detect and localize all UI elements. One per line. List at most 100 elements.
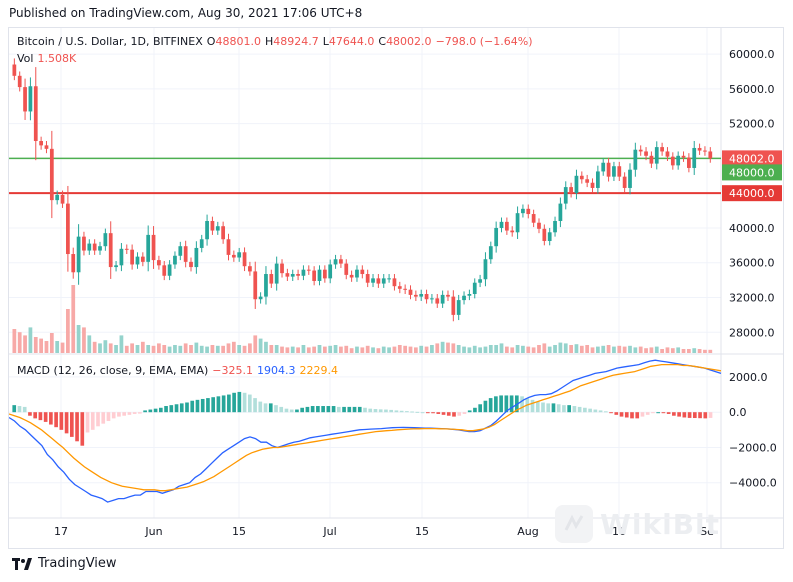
price-tick-label: 52000.0 xyxy=(729,118,775,131)
candle-body xyxy=(440,294,445,304)
volume-bar xyxy=(231,341,236,353)
macd-histogram-bar xyxy=(446,412,451,416)
open-value: 48801.0 xyxy=(215,35,261,48)
macd-tick-label: 0.0 xyxy=(729,406,747,419)
candle-body xyxy=(424,294,429,300)
price-tick-label: 56000.0 xyxy=(729,83,775,96)
candle-body xyxy=(55,194,60,201)
volume-bar xyxy=(649,347,654,353)
macd-histogram-bar xyxy=(583,407,587,413)
volume-bar xyxy=(638,346,643,353)
volume-bar xyxy=(44,341,49,353)
macd-histogram-bar xyxy=(101,412,106,424)
candle-body xyxy=(135,256,140,265)
macd-histogram-bar xyxy=(122,412,127,416)
macd-histogram-bar xyxy=(153,408,158,413)
volume-bar xyxy=(526,346,531,353)
candle-body xyxy=(355,269,359,278)
volume-value: 1.508K xyxy=(37,52,77,65)
candle-body xyxy=(33,86,38,142)
candle-body xyxy=(531,214,536,223)
price-tick-label: 40000.0 xyxy=(729,222,775,235)
candle-body xyxy=(215,226,220,231)
macd-histogram-bar xyxy=(263,403,268,413)
volume-bar xyxy=(210,345,215,353)
volume-bar xyxy=(440,341,445,353)
candle-body xyxy=(681,155,686,158)
macd-title: MACD (12, 26, close, 9, EMA, EMA) xyxy=(17,364,209,377)
macd-histogram-bar xyxy=(399,410,404,413)
macd-histogram-value: −325.1 xyxy=(212,364,253,377)
candle-body xyxy=(483,259,488,280)
macd-histogram-bar xyxy=(347,406,352,413)
volume-bar xyxy=(499,343,504,353)
price-axis: 60000.0 56000.0 52000.0 48000.0 44000.0 40000… xyxy=(722,48,782,490)
time-tick-label: Jun xyxy=(144,525,162,538)
volume-bar xyxy=(574,344,579,353)
volume-bars xyxy=(12,285,713,353)
volume-bar xyxy=(697,349,702,353)
volume-bar xyxy=(301,345,306,353)
macd-histogram-bar xyxy=(284,408,289,413)
chart-frame[interactable]: 60000.0 56000.0 52000.0 48000.0 44000.0 40000… xyxy=(8,27,784,549)
macd-histogram-bar xyxy=(258,401,263,413)
macd-histogram-bar xyxy=(143,410,147,413)
candle-body xyxy=(371,278,375,283)
candle-body xyxy=(130,249,135,265)
macd-histogram-bar xyxy=(666,412,671,414)
volume-bar xyxy=(317,345,322,353)
candle-body xyxy=(510,230,515,233)
volume-bar xyxy=(606,345,611,353)
chart-canvas[interactable]: 60000.0 56000.0 52000.0 48000.0 44000.0 40000… xyxy=(9,28,783,548)
price-axis-label-bg xyxy=(722,164,782,181)
candle-body xyxy=(644,151,648,156)
macd-histogram-bar xyxy=(179,403,184,413)
candle-body xyxy=(344,263,349,275)
candle-body xyxy=(167,264,172,276)
candle-body xyxy=(381,278,386,284)
price-axis-label-bg xyxy=(722,150,782,167)
candle-body xyxy=(124,248,129,250)
macd-histogram-bar xyxy=(268,403,273,413)
macd-tick-label: −4000.0 xyxy=(729,477,777,490)
candle-body xyxy=(590,182,595,188)
volume-bar xyxy=(39,338,43,353)
macd-tick-label: 2000.0 xyxy=(729,371,768,384)
candle-body xyxy=(553,220,557,233)
volume-bar xyxy=(248,343,252,353)
macd-histogram-bar xyxy=(49,412,53,425)
macd-histogram-bar xyxy=(106,412,111,422)
volume-bar xyxy=(119,335,124,353)
macd-histogram-bar xyxy=(22,406,27,413)
macd-histogram-bar xyxy=(405,411,409,413)
candle-body xyxy=(708,151,713,159)
volume-bar xyxy=(494,345,499,353)
volume-bar xyxy=(665,347,670,353)
candle-body xyxy=(71,254,76,273)
macd-histogram-bar xyxy=(38,412,43,421)
volume-bar xyxy=(242,345,247,353)
volume-bar xyxy=(472,345,477,353)
macd-histogram-bar xyxy=(132,412,137,414)
candle-body xyxy=(697,147,702,151)
watermark-icon xyxy=(564,514,584,531)
volume-bar xyxy=(328,345,333,353)
volume-bar xyxy=(205,346,209,353)
volume-bar xyxy=(28,327,33,353)
volume-bar xyxy=(130,343,135,353)
close-label: C xyxy=(378,35,387,48)
macd-histogram-bar xyxy=(138,412,142,414)
candle-body xyxy=(521,208,525,214)
candle-body xyxy=(413,294,418,297)
macd-histogram-bar xyxy=(200,398,205,413)
volume-bar xyxy=(178,345,183,353)
macd-histogram-bar xyxy=(509,395,514,413)
volume-bar xyxy=(478,347,482,353)
volume-bar xyxy=(146,345,151,353)
macd-histogram-bar xyxy=(336,406,341,413)
volume-bar xyxy=(333,345,338,353)
candle-body xyxy=(258,296,263,300)
time-axis: 17 Jun 15 Jul 15 Aug 16 Se xyxy=(54,525,714,538)
macd-histogram-bar xyxy=(682,412,687,418)
candle-body xyxy=(622,176,627,188)
